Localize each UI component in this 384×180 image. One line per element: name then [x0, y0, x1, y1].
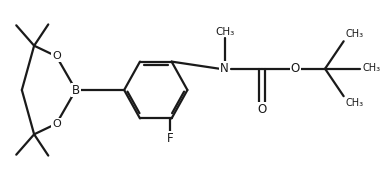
Text: CH₃: CH₃: [346, 98, 364, 108]
Text: B: B: [72, 84, 80, 96]
Text: O: O: [291, 62, 300, 75]
Text: O: O: [52, 119, 61, 129]
Text: N: N: [220, 62, 229, 75]
Text: O: O: [52, 51, 61, 61]
Text: CH₃: CH₃: [346, 30, 364, 39]
Text: CH₃: CH₃: [362, 63, 381, 73]
Text: O: O: [257, 103, 266, 116]
Text: CH₃: CH₃: [215, 26, 234, 37]
Text: F: F: [166, 132, 173, 145]
